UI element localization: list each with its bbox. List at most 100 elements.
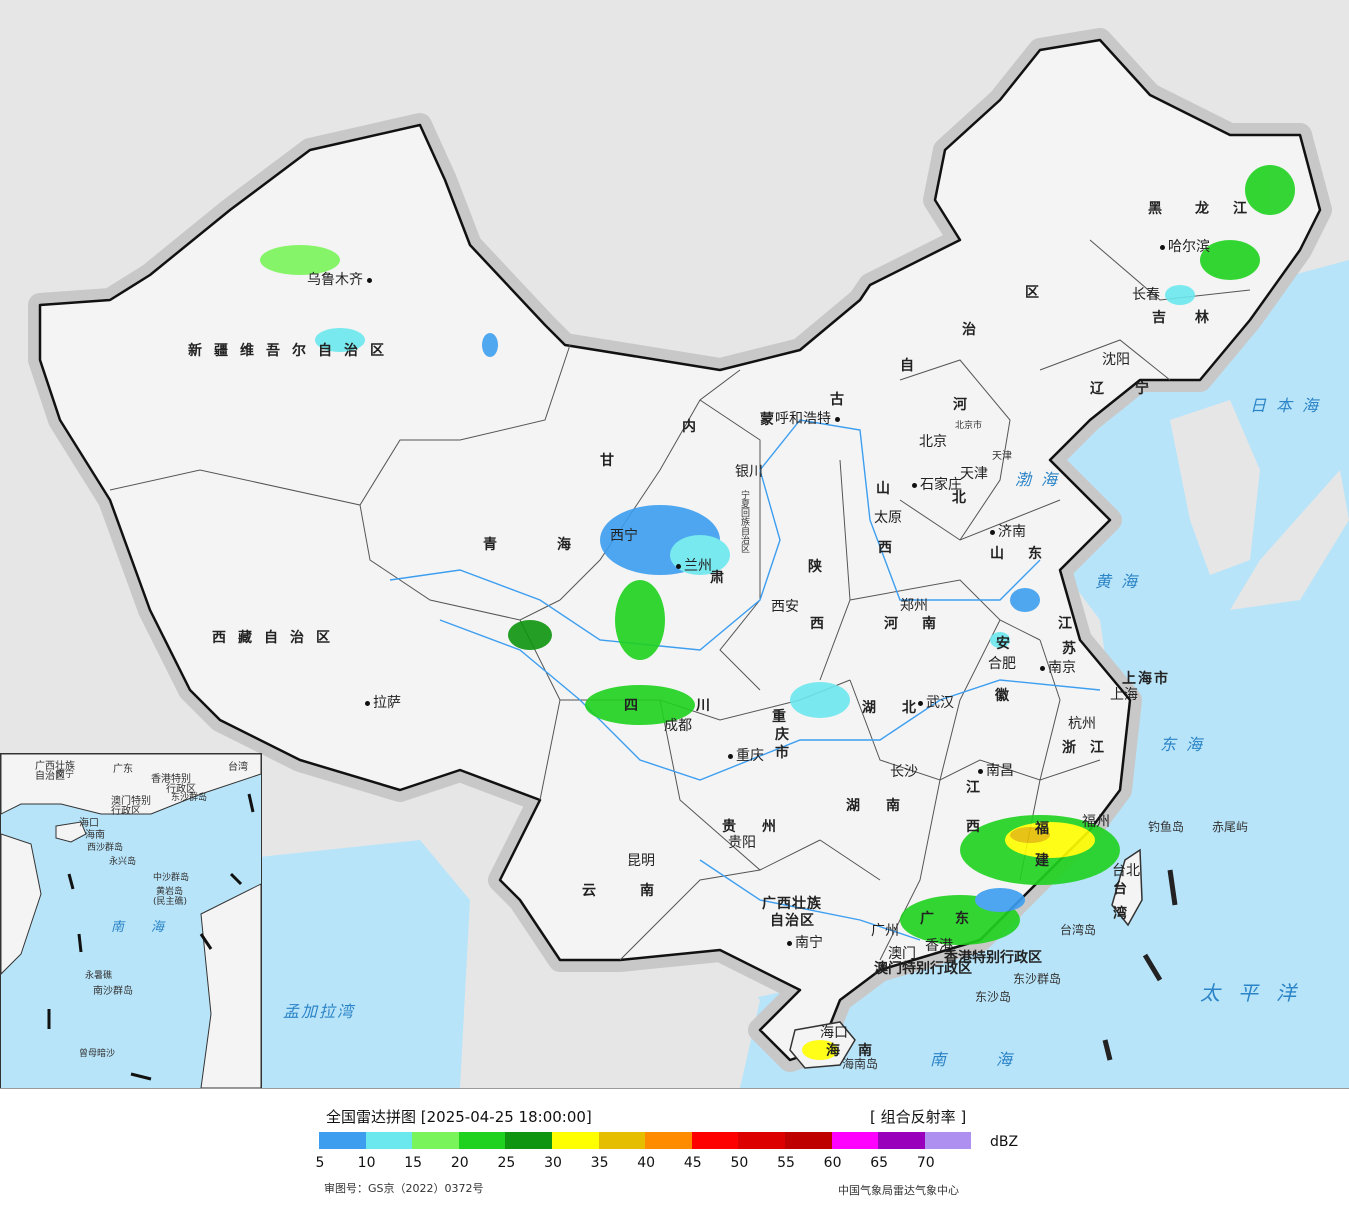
product-name: [ 组合反射率 ] <box>870 1108 967 1126</box>
province-label: 湖 <box>862 700 888 716</box>
province-label: 安 <box>996 636 1022 652</box>
province-label: 自 <box>900 358 926 374</box>
city-label: 沈阳 <box>1102 352 1130 368</box>
city-label: 北京 <box>919 434 947 450</box>
province-label: 辽 <box>1090 381 1116 397</box>
province-label: 广西壮族 <box>762 896 822 912</box>
province-label: 苏 <box>1062 641 1088 657</box>
inset-land <box>1 754 261 815</box>
city-label: 西宁 <box>610 528 638 544</box>
city-label: 合肥 <box>988 656 1016 672</box>
city-label: 澳门 <box>888 946 916 962</box>
inset-label: 永暑礁 <box>85 971 113 981</box>
scale-swatch <box>924 1132 972 1149</box>
province-label: 西 <box>878 540 904 556</box>
province-label: 云 <box>582 883 608 899</box>
inset-label: 香港特别 <box>151 774 191 785</box>
scale-tick-label: 70 <box>916 1155 935 1171</box>
province-label: 河 <box>884 616 910 632</box>
province-label: 河 <box>953 397 979 413</box>
province-label: 台 <box>1113 881 1139 897</box>
city-label: 贵阳 <box>728 835 756 851</box>
province-label: 江 <box>1090 740 1116 756</box>
city-label: 石家庄 <box>912 474 962 494</box>
inset-sea-label: 海 <box>151 920 167 935</box>
province-label: 江 <box>966 780 992 796</box>
province-label: 吉 <box>1152 310 1178 326</box>
province-label: 澳门特别行政区 <box>874 961 972 977</box>
province-label: 天津 <box>992 451 1012 462</box>
province-label: 北 <box>952 490 978 506</box>
city-label: 西安 <box>771 599 799 615</box>
province-label: 徽 <box>995 688 1021 704</box>
inset-label: 中沙群岛 <box>153 873 190 883</box>
province-label: 区 <box>1025 285 1051 301</box>
scale-tick-label: 20 <box>450 1155 469 1171</box>
city-label: 银川 <box>735 464 763 480</box>
city-label: 拉萨 <box>365 692 401 712</box>
province-label: 南 <box>640 883 666 899</box>
city-label: 长沙 <box>890 764 918 780</box>
map-title: 全国雷达拼图 [2025-04-25 18:00:00] <box>326 1108 592 1126</box>
scale-tick-label: 25 <box>497 1155 516 1171</box>
inset-label: 广西壮族 <box>35 761 75 772</box>
province-label: 青海 <box>483 537 631 553</box>
radar-map[interactable]: 新疆维吾尔自治区 西藏自治区 青海 甘 肃 内 蒙 古 自 治 区 黑 龙 江 … <box>0 0 1349 1088</box>
radar-echoes <box>260 165 1295 1060</box>
city-label: 哈尔滨 <box>1160 236 1210 256</box>
scale-swatch <box>412 1132 459 1149</box>
province-label: 东 <box>955 911 981 927</box>
province-label: 东 <box>1028 546 1054 562</box>
province-label: 江 <box>1058 616 1084 632</box>
city-label: 郑州 <box>900 598 928 614</box>
province-label: 广 <box>920 911 946 927</box>
scale-tick-label: 35 <box>590 1155 609 1171</box>
scale-swatch <box>831 1132 879 1149</box>
city-label: 香港 <box>925 938 953 954</box>
scale-swatch <box>319 1132 366 1149</box>
scale-swatch <box>505 1132 552 1149</box>
province-label: 西藏自治区 <box>212 630 342 646</box>
province-label: 香港特别行政区 <box>944 950 1042 966</box>
japan <box>1230 470 1349 610</box>
unit-label: dBZ <box>990 1134 1019 1150</box>
province-label: 建 <box>1035 853 1061 869</box>
scale-swatch <box>738 1132 785 1149</box>
scale-swatch <box>458 1132 506 1149</box>
inset-east-land <box>200 883 261 1088</box>
province-label: 北京市 <box>955 421 983 431</box>
province-label: 蒙 <box>760 412 786 428</box>
inset-label: 黄岩岛 <box>156 887 184 897</box>
province-label: 海 <box>826 1043 852 1059</box>
inset-label: 南宁 <box>56 770 75 780</box>
city-label: 重庆 <box>728 745 764 765</box>
province-label: 宁 <box>1135 381 1161 397</box>
bay-of-bengal <box>230 840 470 1088</box>
scale-tick-label: 50 <box>730 1155 749 1171</box>
inset-label: 海口 <box>79 818 99 829</box>
city-label: 武汉 <box>918 692 954 712</box>
scale-swatch <box>645 1132 692 1149</box>
province-label: 山 <box>876 481 902 497</box>
map-canvas <box>28 28 1349 1088</box>
inset-label: 西沙群岛 <box>87 843 124 853</box>
boundary-dashes <box>1102 869 1178 1061</box>
sea-label: 太平洋 <box>1200 981 1314 1005</box>
island-label: 钓鱼岛 <box>1148 820 1185 834</box>
island-label: 赤尾屿 <box>1212 820 1249 834</box>
scale-swatch <box>365 1132 413 1149</box>
scale-swatch <box>691 1132 739 1149</box>
island-label: 台湾岛 <box>1060 923 1097 937</box>
city-label: 南昌 <box>978 760 1014 780</box>
province-label: 古 <box>830 392 856 408</box>
province-label: 西 <box>966 819 992 835</box>
inset-sea-label: 南 <box>111 920 127 935</box>
province-label: 庆 <box>775 727 801 743</box>
city-label: 台北 <box>1112 863 1140 879</box>
taiwan <box>1111 848 1143 927</box>
scale-tick-label: 60 <box>823 1155 842 1171</box>
south-china-sea-inset[interactable]: 广西壮族 自治区 南宁 广东 香港特别 行政区 澳门特别 行政区 台湾 东沙群岛… <box>0 753 262 1088</box>
city-label: 长春 <box>1132 287 1160 303</box>
inset-label: 东沙群岛 <box>171 793 208 803</box>
agency-name: 中国气象局雷达气象中心 <box>838 1184 959 1197</box>
